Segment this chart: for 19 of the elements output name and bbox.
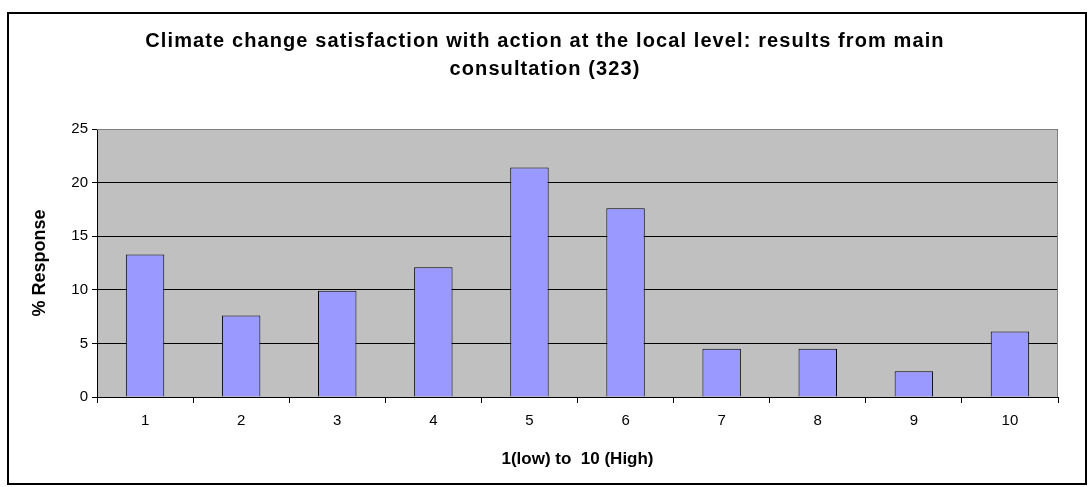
y-tick-label: 15 bbox=[71, 226, 88, 244]
y-tick-label: 10 bbox=[71, 279, 88, 297]
x-tick-label: 8 bbox=[813, 411, 822, 429]
x-tick-label: 7 bbox=[717, 411, 726, 429]
x-tick-label: 1 bbox=[140, 411, 150, 429]
chart-title: Climate change satisfaction with action at the local level: results from main consultation (323) bbox=[144, 28, 946, 81]
x-tick-label: 5 bbox=[525, 411, 534, 429]
x-tick-label: 10 bbox=[1001, 411, 1019, 429]
y-tick-label: 20 bbox=[71, 172, 88, 190]
x-tick-label: 9 bbox=[909, 411, 919, 429]
x-tick-label: 6 bbox=[621, 411, 630, 429]
y-axis-title: % Response bbox=[28, 209, 49, 317]
x-axis-title: 1(low) to 10 (High) bbox=[501, 449, 654, 469]
y-tick-label: 0 bbox=[79, 387, 88, 405]
x-tick-label: 4 bbox=[429, 411, 438, 429]
x-tick-label: 2 bbox=[236, 411, 246, 429]
y-tick-label: 5 bbox=[79, 333, 88, 351]
y-tick-label: 25 bbox=[71, 119, 88, 137]
x-tick-label: 3 bbox=[333, 411, 342, 429]
